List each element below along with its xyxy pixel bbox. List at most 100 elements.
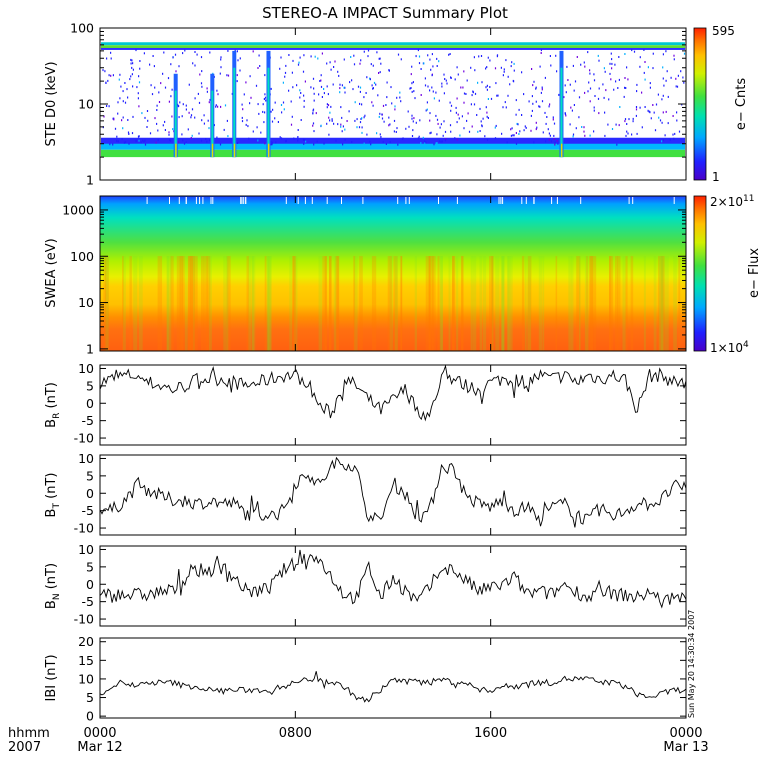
ste-spike xyxy=(175,143,177,158)
ste-count-pixel xyxy=(207,119,209,122)
ste-count-pixel xyxy=(128,142,130,145)
ste-count-pixel xyxy=(271,141,273,144)
ste-count-pixel xyxy=(507,94,509,97)
ste-count-pixel xyxy=(224,104,227,107)
bmag-y-label: IBI (nT) xyxy=(44,654,59,701)
ste-count-pixel xyxy=(138,135,140,138)
ste-y-label: STE D0 (keV) xyxy=(44,61,59,146)
swea-gap xyxy=(341,197,342,204)
ste-count-pixel xyxy=(185,143,187,146)
ste-count-pixel xyxy=(372,64,374,67)
swea-streak xyxy=(507,256,510,351)
ste-count-pixel xyxy=(168,131,170,134)
ste-count-pixel xyxy=(510,134,512,137)
ste-spike xyxy=(174,90,177,158)
ste-count-pixel xyxy=(494,126,496,129)
ste-count-pixel xyxy=(183,142,186,145)
ste-count-pixel xyxy=(644,78,646,81)
ste-count-pixel xyxy=(312,109,314,112)
swea-streak xyxy=(588,256,594,351)
swea-streak xyxy=(122,256,124,351)
ste-count-pixel xyxy=(297,129,299,131)
ste-count-pixel xyxy=(574,80,577,83)
ste-count-pixel xyxy=(410,87,412,89)
ste-count-pixel xyxy=(118,78,120,81)
ste-count-pixel xyxy=(554,141,556,144)
ste-count-pixel xyxy=(296,84,298,87)
ste-count-pixel xyxy=(119,73,121,76)
ste-count-pixel xyxy=(381,117,384,120)
ste-count-pixel xyxy=(338,74,340,77)
ste-count-pixel xyxy=(143,52,145,55)
ste-count-pixel xyxy=(349,81,351,84)
ste-count-pixel xyxy=(463,101,465,104)
ste-count-pixel xyxy=(541,88,543,91)
ste-count-pixel xyxy=(611,67,613,70)
swea-streak xyxy=(507,256,511,351)
ste-count-pixel xyxy=(303,142,305,145)
ste-count-pixel xyxy=(106,57,108,60)
ste-count-pixel xyxy=(652,52,654,55)
ste-count-pixel xyxy=(168,100,170,103)
ste-count-pixel xyxy=(515,113,517,116)
ste-count-pixel xyxy=(124,82,126,84)
ste-count-pixel xyxy=(625,87,627,89)
ste-count-pixel xyxy=(185,141,187,144)
ste-count-pixel xyxy=(513,134,515,137)
ste-count-pixel xyxy=(143,140,145,143)
ste-count-pixel xyxy=(449,101,451,104)
ste-count-pixel xyxy=(557,142,559,145)
ste-count-pixel xyxy=(149,132,152,135)
ste-count-pixel xyxy=(313,143,315,146)
ste-count-pixel xyxy=(174,53,177,56)
ste-count-pixel xyxy=(300,92,302,94)
ste-count-pixel xyxy=(610,78,612,81)
swea-streak xyxy=(157,256,163,351)
ste-count-pixel xyxy=(198,132,200,135)
ste-count-pixel xyxy=(122,100,124,103)
ste-count-pixel xyxy=(641,126,643,129)
time-axis-date-label: Mar 12 xyxy=(77,740,122,755)
ste-count-pixel xyxy=(544,76,546,79)
ste-count-pixel xyxy=(420,142,422,145)
swea-streak xyxy=(678,256,681,351)
ste-count-pixel xyxy=(122,90,124,93)
ste-count-pixel xyxy=(549,134,551,137)
ste-count-pixel xyxy=(444,139,447,142)
ste-count-pixel xyxy=(661,140,663,143)
ste-count-pixel xyxy=(209,98,211,101)
swea-gap xyxy=(405,197,407,204)
ste-count-pixel xyxy=(667,122,669,125)
ste-count-pixel xyxy=(206,140,208,143)
swea-y-tick-label: 100 xyxy=(70,249,94,264)
br-panel: -10 -5 0 5 10 BR (nT) xyxy=(44,361,687,446)
ste-count-pixel xyxy=(420,94,422,96)
ste-count-pixel xyxy=(532,102,534,105)
ste-count-pixel xyxy=(635,114,637,117)
ste-count-pixel xyxy=(382,104,385,107)
ste-count-pixel xyxy=(473,56,475,59)
ste-count-pixel xyxy=(502,74,504,77)
ste-count-pixel xyxy=(383,120,385,123)
swea-y-axis: 1 10 100 1000 xyxy=(62,195,687,356)
ste-y-axis: 1 10 100 xyxy=(70,21,687,188)
bt-panel: -10 -5 0 5 10 BT (nT) xyxy=(44,451,687,536)
ste-count-pixel xyxy=(167,77,170,80)
swea-streak xyxy=(437,256,440,351)
ste-count-pixel xyxy=(127,96,129,99)
ste-count-pixel xyxy=(541,86,543,89)
br-y-tick-label: -10 xyxy=(74,431,94,446)
ste-count-pixel xyxy=(327,93,329,96)
swea-streak xyxy=(664,256,669,351)
ste-count-pixel xyxy=(264,74,266,77)
ste-count-pixel xyxy=(440,140,442,143)
ste-count-pixel xyxy=(181,133,183,136)
ste-count-pixel xyxy=(372,87,374,90)
swea-streak xyxy=(294,256,298,351)
ste-count-pixel xyxy=(257,139,259,142)
ste-count-pixel xyxy=(313,87,315,90)
ste-count-pixel xyxy=(132,85,134,88)
ste-count-pixel xyxy=(450,109,452,112)
swea-streak xyxy=(188,256,193,351)
